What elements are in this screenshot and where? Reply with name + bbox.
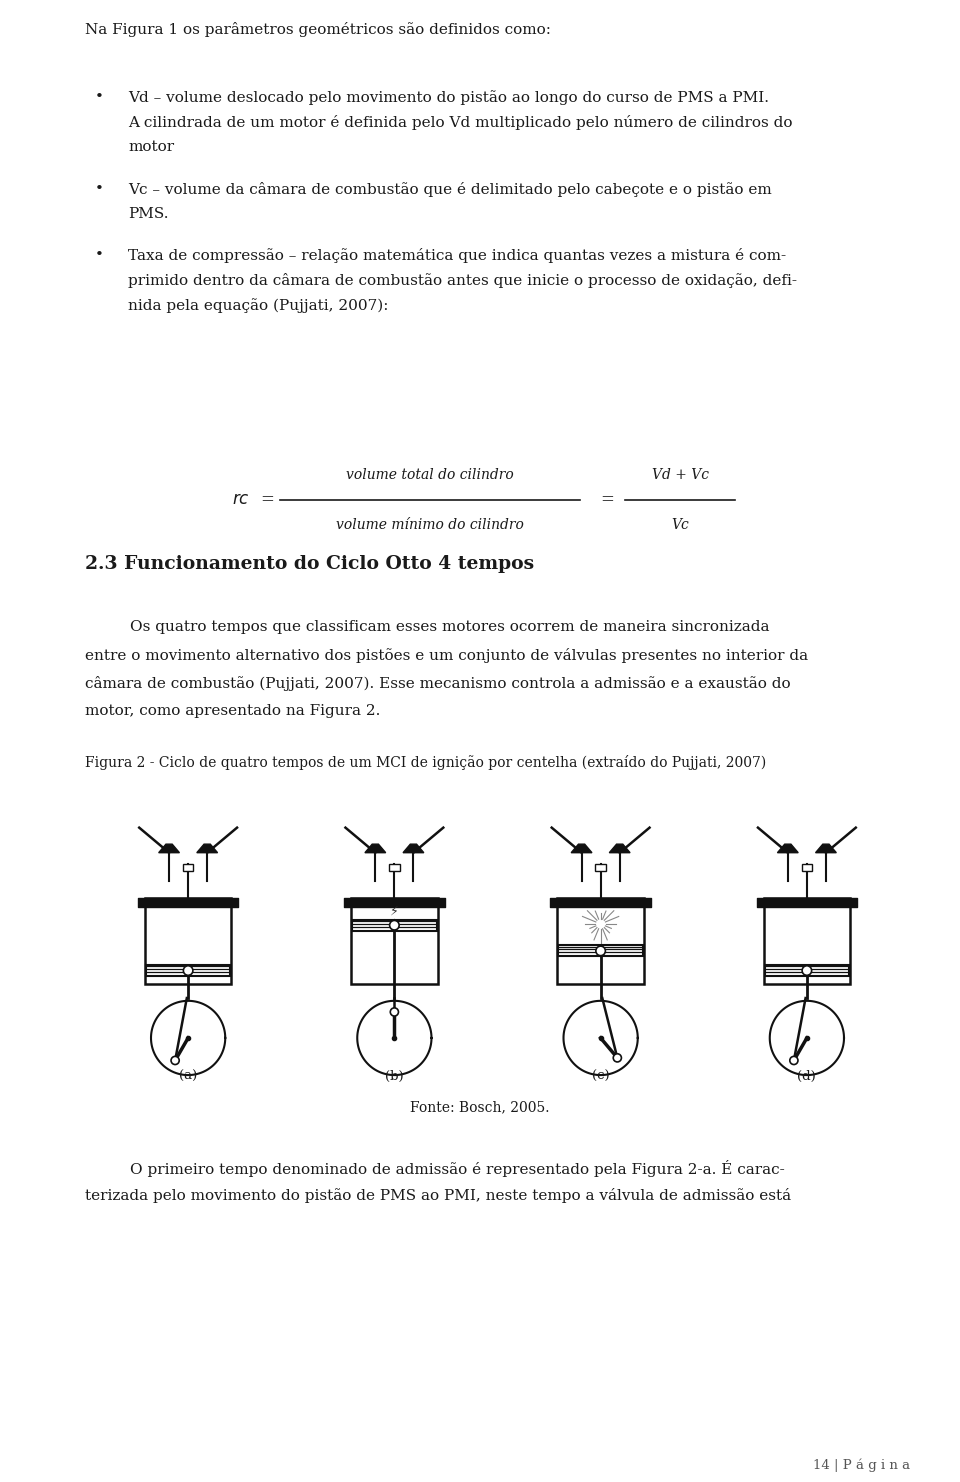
Text: =: = (600, 492, 613, 508)
Bar (595, 864, 606, 871)
Text: A cilindrada de um motor é definida pelo Vd multiplicado pelo número de cilindro: A cilindrada de um motor é definida pelo… (128, 116, 793, 130)
Text: volume mínimo do cilindro: volume mínimo do cilindro (336, 519, 524, 532)
Bar (145, 898, 231, 984)
Polygon shape (158, 845, 180, 852)
Text: Na Figura 1 os parâmetros geométricos são definidos como:: Na Figura 1 os parâmetros geométricos sã… (85, 22, 551, 37)
Bar (558, 898, 644, 984)
Text: $\it{rc}$: $\it{rc}$ (232, 492, 250, 508)
Circle shape (790, 1057, 798, 1064)
Circle shape (613, 1054, 621, 1063)
Text: =: = (260, 492, 274, 508)
Polygon shape (778, 845, 798, 852)
Text: •: • (95, 182, 104, 196)
Text: Fonte: Bosch, 2005.: Fonte: Bosch, 2005. (410, 1100, 550, 1114)
Bar (764, 965, 850, 977)
Bar (146, 965, 230, 977)
Text: terizada pelo movimento do pistão de PMS ao PMI, neste tempo a válvula de admiss: terizada pelo movimento do pistão de PMS… (85, 1189, 791, 1203)
Polygon shape (365, 845, 386, 852)
Text: Vc – volume da câmara de combustão que é delimitado pelo cabeçote e o pistão em: Vc – volume da câmara de combustão que é… (128, 182, 772, 197)
Bar (802, 864, 812, 871)
Polygon shape (610, 845, 630, 852)
Polygon shape (816, 845, 836, 852)
Text: Vd – volume deslocado pelo movimento do pistão ao longo do curso de PMS a PMI.: Vd – volume deslocado pelo movimento do … (128, 90, 769, 105)
Text: volume total do cilindro: volume total do cilindro (347, 468, 514, 482)
Circle shape (171, 1057, 180, 1064)
Text: O primeiro tempo denominado de admissão é representado pela Figura 2-a. É carac-: O primeiro tempo denominado de admissão … (130, 1160, 784, 1177)
Text: Os quatro tempos que classificam esses motores ocorrem de maneira sincronizada: Os quatro tempos que classificam esses m… (130, 619, 770, 634)
Text: Vc: Vc (671, 519, 689, 532)
Bar (351, 898, 438, 984)
Text: (c): (c) (591, 1070, 610, 1083)
Bar (389, 864, 399, 871)
Text: •: • (95, 247, 104, 262)
Text: motor, como apresentado na Figura 2.: motor, como apresentado na Figura 2. (85, 704, 380, 717)
Text: •: • (95, 90, 104, 104)
Circle shape (803, 966, 811, 975)
Text: câmara de combustão (Pujjati, 2007). Esse mecanismo controla a admissão e a exau: câmara de combustão (Pujjati, 2007). Ess… (85, 676, 791, 691)
Text: entre o movimento alternativo dos pistões e um conjunto de válvulas presentes no: entre o movimento alternativo dos pistõe… (85, 648, 808, 662)
Text: primido dentro da câmara de combustão antes que inicie o processo de oxidação, d: primido dentro da câmara de combustão an… (128, 273, 797, 288)
Text: PMS.: PMS. (128, 207, 169, 221)
Text: motor: motor (128, 139, 174, 154)
Circle shape (391, 1008, 398, 1017)
Text: Figura 2 - Ciclo de quatro tempos de um MCI de ignição por centelha (extraído do: Figura 2 - Ciclo de quatro tempos de um … (85, 754, 766, 771)
Text: (a): (a) (179, 1070, 197, 1083)
Bar (352, 920, 437, 931)
Text: (b): (b) (385, 1070, 404, 1083)
Polygon shape (403, 845, 423, 852)
Bar (763, 898, 851, 984)
Text: ⚡: ⚡ (390, 904, 398, 917)
Polygon shape (197, 845, 218, 852)
Circle shape (390, 920, 399, 931)
Text: 2.3 Funcionamento do Ciclo Otto 4 tempos: 2.3 Funcionamento do Ciclo Otto 4 tempos (85, 554, 534, 574)
Text: (d): (d) (798, 1070, 816, 1083)
Bar (183, 864, 193, 871)
Circle shape (596, 946, 606, 956)
Text: Taxa de compressão – relação matemática que indica quantas vezes a mistura é com: Taxa de compressão – relação matemática … (128, 247, 786, 262)
Text: Vd + Vc: Vd + Vc (652, 468, 708, 482)
Bar (559, 946, 643, 956)
Text: nida pela equação (Pujjati, 2007):: nida pela equação (Pujjati, 2007): (128, 298, 389, 313)
Polygon shape (571, 845, 592, 852)
Circle shape (183, 966, 193, 975)
Text: 14 | P á g i n a: 14 | P á g i n a (813, 1458, 910, 1472)
